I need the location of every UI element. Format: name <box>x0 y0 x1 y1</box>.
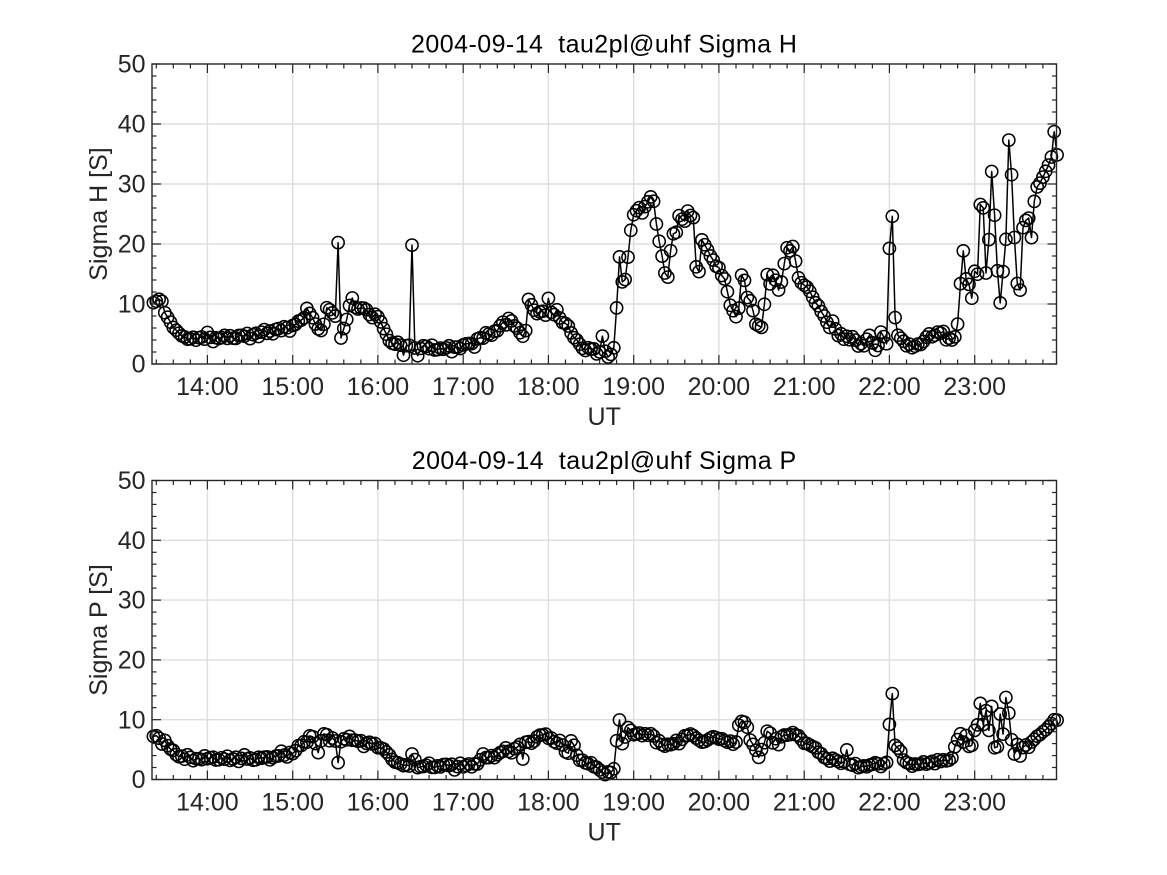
svg-text:2004-09-14 tau2pl@uhf Sigma P: 2004-09-14 tau2pl@uhf Sigma P <box>412 447 797 475</box>
svg-text:UT: UT <box>588 819 621 847</box>
svg-text:19:00: 19:00 <box>602 789 665 817</box>
svg-text:50: 50 <box>118 467 146 495</box>
svg-text:20:00: 20:00 <box>688 373 751 401</box>
svg-text:20:00: 20:00 <box>688 789 751 817</box>
svg-text:0: 0 <box>132 766 146 794</box>
svg-text:2004-09-14 tau2pl@uhf Sigma H: 2004-09-14 tau2pl@uhf Sigma H <box>411 31 797 59</box>
svg-text:UT: UT <box>588 403 621 431</box>
svg-text:Sigma P [S]: Sigma P [S] <box>85 564 113 696</box>
svg-text:22:00: 22:00 <box>858 789 921 817</box>
svg-text:17:00: 17:00 <box>432 373 495 401</box>
svg-text:23:00: 23:00 <box>943 373 1006 401</box>
svg-text:30: 30 <box>118 171 146 199</box>
svg-text:21:00: 21:00 <box>773 789 836 817</box>
svg-text:17:00: 17:00 <box>432 789 495 817</box>
svg-text:15:00: 15:00 <box>261 789 324 817</box>
svg-text:Sigma H [S]: Sigma H [S] <box>85 147 113 280</box>
svg-text:40: 40 <box>118 111 146 139</box>
svg-text:23:00: 23:00 <box>943 789 1006 817</box>
svg-text:10: 10 <box>118 291 146 319</box>
svg-text:0: 0 <box>132 351 146 379</box>
svg-text:14:00: 14:00 <box>176 373 239 401</box>
svg-text:18:00: 18:00 <box>517 789 580 817</box>
svg-text:21:00: 21:00 <box>773 373 836 401</box>
svg-text:16:00: 16:00 <box>347 373 410 401</box>
svg-text:14:00: 14:00 <box>176 789 239 817</box>
svg-text:16:00: 16:00 <box>347 789 410 817</box>
svg-text:10: 10 <box>118 706 146 734</box>
svg-text:15:00: 15:00 <box>261 373 324 401</box>
svg-text:40: 40 <box>118 527 146 555</box>
svg-text:22:00: 22:00 <box>858 373 921 401</box>
svg-text:19:00: 19:00 <box>602 373 665 401</box>
svg-text:50: 50 <box>118 51 146 79</box>
svg-text:18:00: 18:00 <box>517 373 580 401</box>
svg-text:20: 20 <box>118 231 146 259</box>
svg-text:20: 20 <box>118 647 146 675</box>
svg-text:30: 30 <box>118 587 146 615</box>
